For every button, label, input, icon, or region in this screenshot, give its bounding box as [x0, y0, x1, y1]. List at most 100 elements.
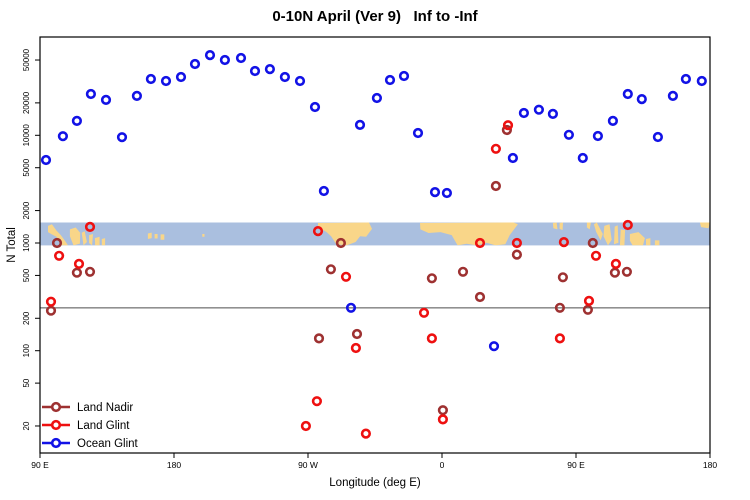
scatter-point-ocean-glint	[249, 65, 261, 77]
legend-label-land-nadir: Land Nadir	[77, 402, 133, 414]
scatter-point-ocean-glint	[294, 75, 306, 87]
scatter-point-ocean-glint	[175, 71, 187, 83]
x-tick-label: 90 E	[567, 460, 585, 470]
scatter-point-ocean-glint	[636, 93, 647, 105]
map-band-land-shape	[202, 234, 205, 237]
scatter-point-ocean-glint	[189, 58, 201, 70]
plot-frame	[39, 36, 711, 454]
map-band-ocean	[40, 222, 710, 246]
scatter-point-ocean-glint	[592, 130, 604, 142]
scatter-point-ocean-glint	[219, 54, 230, 66]
scatter-point-ocean-glint	[488, 341, 500, 352]
map-band-land-shape	[81, 231, 87, 246]
scatter-point-ocean-glint	[412, 127, 424, 139]
scatter-point-land-nadir	[501, 124, 513, 136]
scatter-point-land-glint	[590, 250, 602, 261]
scatter-point-land-glint	[340, 271, 352, 282]
scatter-point-ocean-glint	[40, 154, 52, 166]
scatter-point-land-glint	[350, 342, 362, 354]
scatter-point-land-nadir	[325, 264, 337, 275]
map-band-land-shape	[646, 238, 651, 246]
map-band-land-shape	[603, 224, 612, 246]
map-band-land-shape	[69, 227, 81, 246]
scatter-point-ocean-glint	[533, 104, 545, 115]
scatter-point-land-nadir	[51, 237, 63, 249]
chart-title: 0-10N April (Ver 9) Inf to -Inf	[272, 8, 478, 25]
scatter-point-ocean-glint	[235, 52, 247, 64]
scatter-point-ocean-glint	[622, 88, 633, 100]
scatter-point-ocean-glint	[354, 119, 366, 130]
legend-marker	[50, 401, 62, 413]
scatter-point-ocean-glint	[384, 74, 396, 86]
y-tick-label: 20	[22, 421, 31, 430]
scatter-point-land-glint	[53, 250, 65, 261]
y-tick-label: 50	[22, 378, 31, 387]
scatter-point-land-glint	[360, 428, 372, 439]
scatter-point-ocean-glint	[71, 115, 82, 126]
scatter-point-land-nadir	[71, 267, 82, 278]
scatter-point-ocean-glint	[279, 71, 291, 83]
scatter-point-ocean-glint	[345, 302, 357, 313]
scatter-point-land-nadir	[313, 333, 325, 344]
scatter-point-land-glint	[554, 333, 566, 344]
scatter-point-land-glint	[558, 237, 570, 248]
scatter-point-land-nadir	[474, 291, 486, 303]
y-tick-label: 1000	[22, 234, 31, 252]
map-band-land-shape	[89, 234, 93, 246]
scatter-point-ocean-glint	[667, 90, 679, 101]
scatter-point-ocean-glint	[563, 129, 575, 140]
scatter-point-land-glint	[311, 396, 323, 407]
x-tick-label: 0	[440, 460, 445, 470]
scatter-point-land-nadir	[45, 305, 57, 316]
scatter-point-land-glint	[583, 295, 595, 307]
scatter-point-ocean-glint	[309, 101, 321, 113]
map-band-land-shape	[101, 238, 106, 246]
x-tick-label: 180	[167, 460, 181, 470]
y-tick-label: 10000	[22, 124, 31, 147]
map-band-land-shape	[154, 234, 158, 239]
map-band-land-shape	[147, 232, 152, 239]
map-band-land-shape	[654, 240, 660, 246]
scatter-point-ocean-glint	[441, 187, 453, 199]
scatter-point-ocean-glint	[680, 73, 692, 85]
scatter-point-land-nadir	[587, 237, 598, 249]
map-band-land-shape	[559, 222, 563, 231]
scatter-point-land-glint	[45, 296, 57, 307]
map-band-land-shape	[619, 229, 626, 246]
scatter-point-land-nadir	[554, 302, 566, 313]
map-band-land-shape	[586, 222, 591, 230]
scatter-point-land-nadir	[84, 266, 96, 277]
scatter-point-land-nadir	[437, 405, 449, 416]
scatter-point-land-glint	[622, 219, 633, 231]
scatter-point-ocean-glint	[507, 152, 519, 164]
scatter-point-land-glint	[418, 307, 430, 318]
scatter-point-land-nadir	[609, 267, 621, 278]
x-tick-label: 180	[703, 460, 717, 470]
scatter-point-land-glint	[474, 237, 486, 249]
legend-marker	[50, 437, 62, 449]
y-tick-label: 100	[22, 343, 31, 357]
map-band-land-shape	[160, 234, 165, 240]
map-band-land-shape	[94, 236, 100, 246]
scatter-point-land-glint	[511, 237, 523, 249]
scatter-point-land-glint	[300, 420, 312, 432]
map-band-land-shape	[699, 222, 710, 229]
scatter-point-ocean-glint	[547, 108, 559, 119]
y-tick-label: 5000	[22, 158, 31, 176]
scatter-point-ocean-glint	[57, 131, 69, 142]
map-band-land-shape	[552, 222, 558, 230]
scatter-point-ocean-glint	[145, 73, 156, 85]
scatter-point-land-nadir	[351, 328, 363, 340]
scatter-point-ocean-glint	[652, 131, 664, 143]
legend-label-land-glint: Land Glint	[77, 420, 130, 432]
scatter-point-land-glint	[426, 333, 438, 344]
scatter-point-land-glint	[490, 143, 502, 154]
scatter-point-land-glint	[84, 221, 96, 232]
y-tick-label: 20000	[22, 91, 31, 114]
scatter-point-land-nadir	[621, 266, 633, 277]
x-axis-title: Longitude (deg E)	[329, 477, 421, 489]
scatter-point-land-nadir	[335, 237, 347, 249]
scatter-point-land-glint	[73, 258, 85, 270]
scatter-point-ocean-glint	[607, 115, 619, 126]
